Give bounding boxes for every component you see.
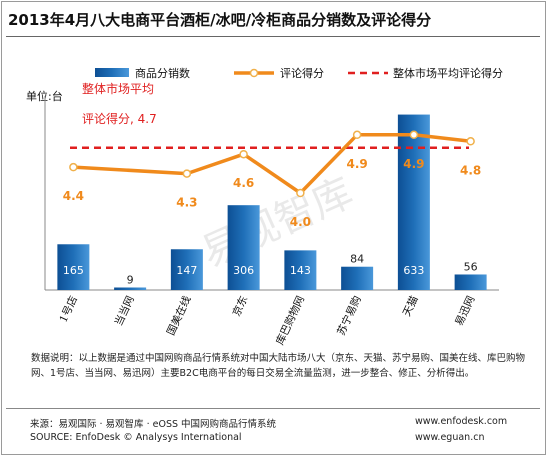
score-value-label: 4.9 <box>403 157 424 171</box>
legend-swatch-bar <box>95 68 129 77</box>
unit-label: 单位:台 <box>26 89 63 103</box>
average-annotation-line2: 评论得分, 4.7 <box>82 111 157 126</box>
bar-value-label: 84 <box>350 253 364 266</box>
title-divider <box>6 36 540 37</box>
bar-value-label: 9 <box>127 274 134 287</box>
score-value-label: 4.3 <box>176 196 197 210</box>
source-cn: 来源：易观国际 · 易观智库 · eOSS 中国网购商品行情系统 <box>30 419 277 430</box>
chart-title: 2013年4月八大电商平台酒柜/冰吧/冷柜商品分销数及评论得分 <box>8 11 432 29</box>
score-point <box>352 130 362 140</box>
bar-value-label: 633 <box>403 264 424 277</box>
bar <box>114 287 147 290</box>
bar <box>341 266 374 290</box>
score-point <box>466 137 475 146</box>
category-tick-label: 1号店 <box>57 294 80 325</box>
score-point <box>409 130 419 140</box>
bar <box>227 205 260 290</box>
category-tick-label: 当当网 <box>112 294 137 328</box>
score-value-label: 4.9 <box>346 157 367 171</box>
score-value-label: 4.4 <box>63 189 84 203</box>
category-tick-label: 京东 <box>230 294 251 319</box>
category-tick-label: 天猫 <box>400 294 421 319</box>
category-tick-label: 国美在线 <box>164 293 194 337</box>
bar <box>170 249 203 290</box>
legend-label-bar: 商品分销数 <box>135 66 190 80</box>
footer-divider <box>6 408 540 409</box>
watermark: 易观智库 <box>195 170 360 277</box>
bar-value-label: 165 <box>63 264 84 277</box>
legend-label-score: 评论得分 <box>280 66 324 80</box>
source-en: SOURCE: EnfoDesk © Analysys Internationa… <box>30 432 242 443</box>
bar-value-label: 56 <box>464 260 478 273</box>
average-annotation-line1: 整体市场平均 <box>82 81 154 96</box>
bar <box>57 244 90 290</box>
category-tick-label: 易迅网 <box>453 294 477 328</box>
source-url-enfodesk: www.enfodesk.com <box>415 416 508 427</box>
bar-value-label: 143 <box>290 264 311 277</box>
category-tick-label: 苏宁易购 <box>334 294 364 338</box>
bar-value-label: 147 <box>176 264 197 277</box>
data-note: 数据说明：以上数据是通过中国网购商品行情系统对中国大陆市场八大（京东、天猫、苏宁… <box>31 353 526 379</box>
bar <box>284 250 317 290</box>
score-point <box>182 169 192 178</box>
legend-marker-score <box>249 68 259 78</box>
score-point <box>296 188 305 198</box>
bar <box>397 114 430 290</box>
score-value-label: 4.0 <box>290 215 311 229</box>
bar <box>454 274 487 290</box>
legend-label-average: 整体市场平均评论得分 <box>393 66 503 80</box>
category-tick-label: 库巴购物网 <box>273 294 307 347</box>
score-point <box>239 149 248 159</box>
score-point <box>69 162 78 172</box>
chart-legend: 商品分销数 评论得分 整体市场平均评论得分 <box>95 66 503 80</box>
source-url-eguan: www.eguan.cn <box>415 432 485 443</box>
score-value-label: 4.6 <box>233 176 254 190</box>
score-value-label: 4.8 <box>460 163 481 177</box>
bar-value-label: 306 <box>233 264 254 277</box>
